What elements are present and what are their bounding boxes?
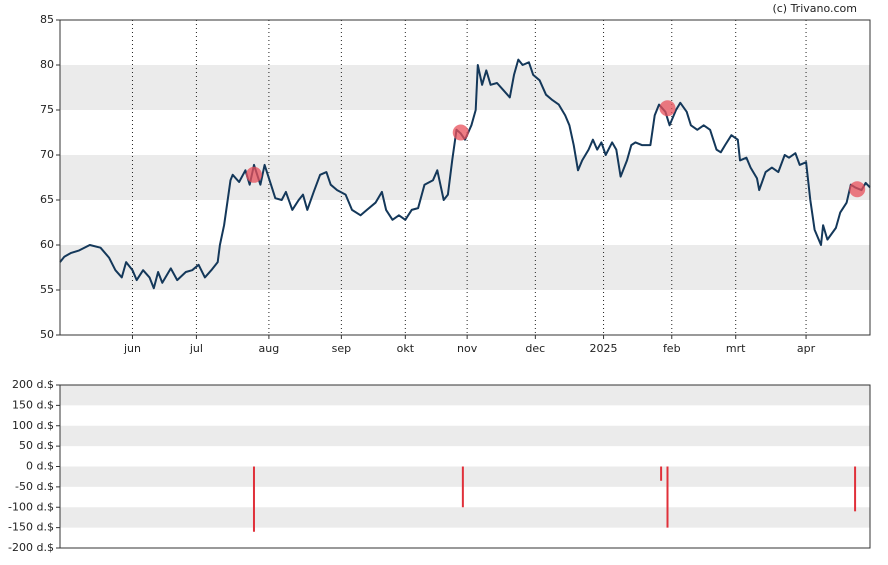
- grid-band: [60, 155, 870, 200]
- trade-marker: [849, 181, 866, 198]
- y-tick-label: 150 d.$: [12, 398, 54, 411]
- y-tick-label: -200 d.$: [8, 541, 54, 554]
- y-tick-label: -150 d.$: [8, 521, 54, 534]
- y-tick-label: 0 d.$: [26, 460, 54, 473]
- y-tick-label: 100 d.$: [12, 419, 54, 432]
- y-tick-label: 75: [40, 103, 54, 116]
- x-tick-label: 2025: [590, 342, 618, 355]
- grid-band: [60, 65, 870, 110]
- credit: (c) Trivano.com: [772, 2, 857, 15]
- y-tick-label: 65: [40, 193, 54, 206]
- y-tick-label: 50: [40, 328, 54, 341]
- y-tick-label: 55: [40, 283, 54, 296]
- y-tick-label: 50 d.$: [19, 439, 54, 452]
- x-tick-label: jun: [123, 342, 141, 355]
- plot-frame: [59, 19, 871, 336]
- x-tick-label: mrt: [726, 342, 746, 355]
- y-tick-label: 80: [40, 58, 54, 71]
- x-tick-label: apr: [797, 342, 816, 355]
- y-tick-label: 200 d.$: [12, 378, 54, 391]
- y-tick-label: -100 d.$: [8, 500, 54, 513]
- x-tick-label: dec: [525, 342, 545, 355]
- grid-band: [60, 466, 870, 487]
- trade-marker: [245, 166, 262, 183]
- plot-frame: [59, 384, 871, 549]
- grid-band: [60, 385, 870, 406]
- price-line: [59, 58, 871, 290]
- y-tick-label: 70: [40, 148, 54, 161]
- x-tick-label: jul: [189, 342, 203, 355]
- y-tick-label: 60: [40, 238, 54, 251]
- x-tick-label: nov: [457, 342, 478, 355]
- x-tick-label: okt: [397, 342, 415, 355]
- y-tick-label: 85: [40, 13, 54, 26]
- grid-band: [60, 425, 870, 447]
- y-tick-label: -50 d.$: [15, 480, 54, 493]
- trade-marker: [659, 100, 676, 117]
- x-tick-label: sep: [332, 342, 351, 355]
- grid-band: [60, 245, 870, 290]
- grid-band: [60, 507, 870, 528]
- x-tick-label: aug: [259, 342, 280, 355]
- x-tick-label: feb: [663, 342, 681, 355]
- trade-marker: [452, 124, 469, 141]
